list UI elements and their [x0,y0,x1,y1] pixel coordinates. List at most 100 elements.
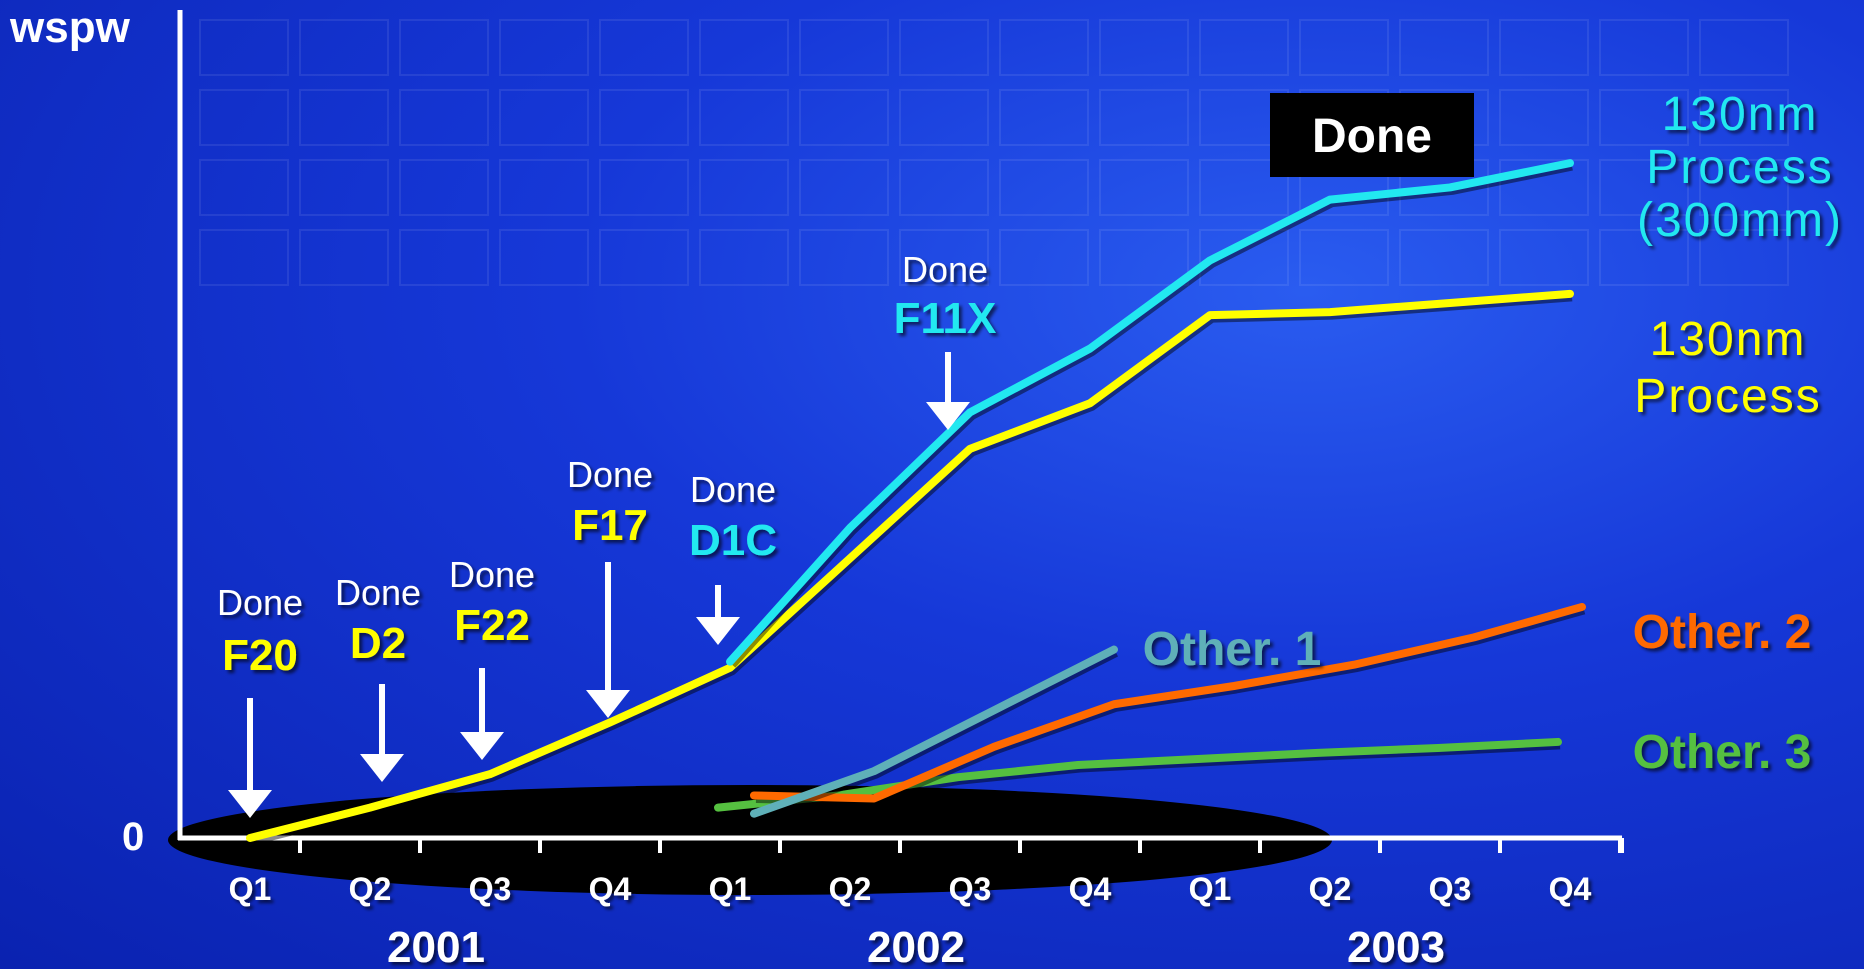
bg-cell [299,89,389,146]
series-line [714,737,1562,812]
x-tick-label: Q3 [949,871,992,907]
annotation-status: Done [335,572,421,613]
bg-cell [299,159,389,216]
bg-cell [999,159,1089,216]
bg-cell [699,229,789,286]
bg-cell [199,89,289,146]
annotation-arrow-head [586,690,630,718]
bg-cell [1499,159,1589,216]
bg-cell [899,19,989,76]
x-tick-label: Q2 [829,871,872,907]
background-pattern [199,19,1789,286]
bg-cell [899,159,989,216]
y-axis-label: wspw [9,3,131,52]
bg-cell [1699,229,1789,286]
bg-cell [499,159,589,216]
annotation-status: Done [902,249,988,290]
annotation-arrow-head [696,617,740,645]
bg-cell [499,229,589,286]
bg-cell [999,89,1089,146]
year-label: 2001 [387,923,485,969]
legend-label: (300mm) [1637,194,1843,247]
bg-cell [699,19,789,76]
x-tick-label: Q3 [469,871,512,907]
bg-cell [1499,19,1589,76]
legend-label: Process [1634,370,1821,423]
annotation-fab: F17 [572,501,648,550]
bg-cell [799,89,889,146]
done-badge-label: Done [1312,110,1432,163]
bg-cell [599,19,689,76]
bg-cell [399,19,489,76]
legend-label: Other. 3 [1633,726,1812,779]
legend-label: 130nm [1662,88,1819,141]
annotation-layer: DoneF20DoneD2DoneF22DoneF17DoneD1CDoneF1… [217,249,996,818]
x-tick-label: Q2 [349,871,392,907]
bg-cell [1599,89,1689,146]
annotation-fab: D2 [350,619,406,668]
bg-cell [599,89,689,146]
annotation-arrow-head [460,732,504,760]
bg-cell [1599,229,1689,286]
axes: wspw 0 Q1 Q2 Q3 Q4 Q1 Q2 Q3 Q4 Q1 Q2 Q3 Q4 2001 2002 200… [9,3,1624,969]
bg-cell [799,229,889,286]
bg-cell [1199,19,1289,76]
bg-cell [1199,229,1289,286]
x-tick-label: Q1 [709,871,752,907]
bg-cell [1199,159,1289,216]
annotation-fab: F11X [894,294,997,343]
bg-cell [1699,159,1789,216]
annotation-fab: F22 [454,601,530,650]
bg-cell [1699,19,1789,76]
bg-cell [699,89,789,146]
x-tick-label: Q2 [1309,871,1352,907]
bg-cell [699,159,789,216]
bg-cell [199,229,289,286]
y-zero-label: 0 [122,815,144,859]
bg-cell [399,229,489,286]
year-label: 2002 [867,923,965,969]
bg-cell [799,159,889,216]
bg-cell [799,19,889,76]
annotation-arrow-head [228,790,272,818]
bg-cell [499,89,589,146]
legend-label: Process [1646,141,1833,194]
bg-cell [1699,89,1789,146]
bg-cell [199,19,289,76]
bg-cell [399,159,489,216]
bg-cell [899,89,989,146]
bg-cell [1099,229,1189,286]
year-label: 2003 [1347,923,1445,969]
bg-cell [1599,159,1689,216]
bg-cell [1099,89,1189,146]
annotation-fab: D1C [689,516,777,565]
bg-cell [1499,229,1589,286]
bg-cell [1299,19,1389,76]
x-tick-label: Q4 [1069,871,1112,907]
annotation-status: Done [567,454,653,495]
bg-cell [299,229,389,286]
label-layer: Done 130nmProcess(300mm)130nmProcessOther… [1143,88,1843,779]
annotation-status: Done [449,554,535,595]
series-inline-label: Other. 1 [1143,623,1322,676]
legend-label: Other. 2 [1633,606,1812,659]
series-layer [246,159,1586,846]
series-line-shadow [728,161,1573,668]
x-tick-label: Q1 [229,871,272,907]
done-badge [1270,93,1474,177]
bg-cell [1099,159,1189,216]
x-tick-label: Q4 [1549,871,1592,907]
bg-cell [1099,19,1189,76]
annotation-status: Done [690,469,776,510]
bg-cell [999,229,1089,286]
bg-cell [599,229,689,286]
series-line [750,602,1586,803]
bg-cell [1399,19,1489,76]
bg-cell [1599,19,1689,76]
annotation-status: Done [217,582,303,623]
x-tick-label: Q4 [589,871,632,907]
bg-cell [899,229,989,286]
series-line [246,289,1574,842]
bg-cell [1399,229,1489,286]
annotation-fab: F20 [222,631,298,680]
